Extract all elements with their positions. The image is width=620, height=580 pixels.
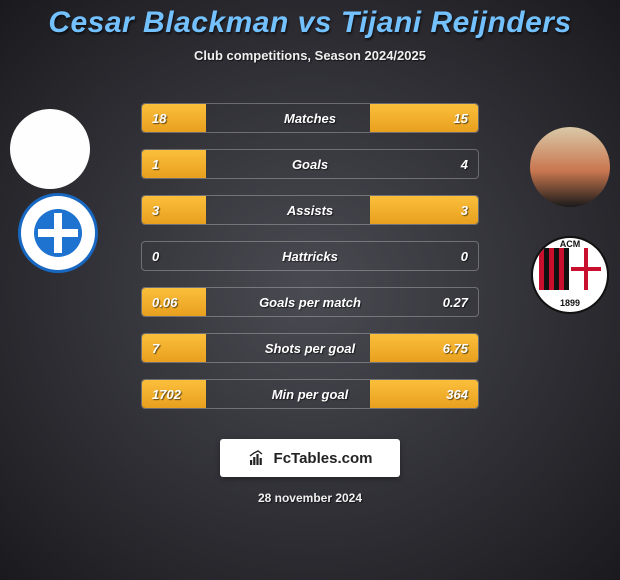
stat-right-value: 6.75 bbox=[443, 341, 468, 356]
stat-right-value: 364 bbox=[446, 387, 468, 402]
stat-right-value: 0 bbox=[461, 249, 468, 264]
stat-label: Matches bbox=[142, 111, 478, 126]
stat-label: Shots per goal bbox=[142, 341, 478, 356]
player-left-photo bbox=[10, 109, 90, 189]
stats-zone: ACM 1899 18Matches15 1Goals4 3Assists3 0Hat… bbox=[0, 103, 620, 409]
ac-milan-crest: ACM 1899 bbox=[533, 238, 607, 312]
stat-right-value: 3 bbox=[461, 203, 468, 218]
comparison-card: Cesar Blackman vs Tijani Reijnders Club … bbox=[0, 0, 620, 580]
stat-label: Goals bbox=[142, 157, 478, 172]
page-subtitle: Club competitions, Season 2024/2025 bbox=[194, 48, 426, 63]
stat-label: Assists bbox=[142, 203, 478, 218]
stat-row: 0.06Goals per match0.27 bbox=[141, 287, 479, 317]
stat-right-value: 15 bbox=[454, 111, 468, 126]
slovan-bratislava-crest bbox=[21, 196, 95, 270]
stat-right-value: 0.27 bbox=[443, 295, 468, 310]
stat-row: 1Goals4 bbox=[141, 149, 479, 179]
player-right-photo bbox=[530, 127, 610, 207]
stat-label: Goals per match bbox=[142, 295, 478, 310]
stat-row: 18Matches15 bbox=[141, 103, 479, 133]
branding-box[interactable]: FcTables.com bbox=[220, 439, 401, 477]
fctables-logo-icon bbox=[248, 449, 266, 467]
footer-date: 28 november 2024 bbox=[258, 491, 362, 505]
stats-column: 18Matches15 1Goals4 3Assists3 0Hattricks0 0.… bbox=[141, 103, 479, 409]
stat-row: 1702Min per goal364 bbox=[141, 379, 479, 409]
stat-right-value: 4 bbox=[461, 157, 468, 172]
stat-row: 3Assists3 bbox=[141, 195, 479, 225]
stat-label: Min per goal bbox=[142, 387, 478, 402]
branding-text: FcTables.com bbox=[274, 450, 373, 467]
stat-label: Hattricks bbox=[142, 249, 478, 264]
stat-row: 7Shots per goal6.75 bbox=[141, 333, 479, 363]
stat-row: 0Hattricks0 bbox=[141, 241, 479, 271]
page-title: Cesar Blackman vs Tijani Reijnders bbox=[48, 6, 571, 40]
club-crest-right: ACM 1899 bbox=[530, 235, 610, 315]
club-crest-left bbox=[18, 193, 98, 273]
